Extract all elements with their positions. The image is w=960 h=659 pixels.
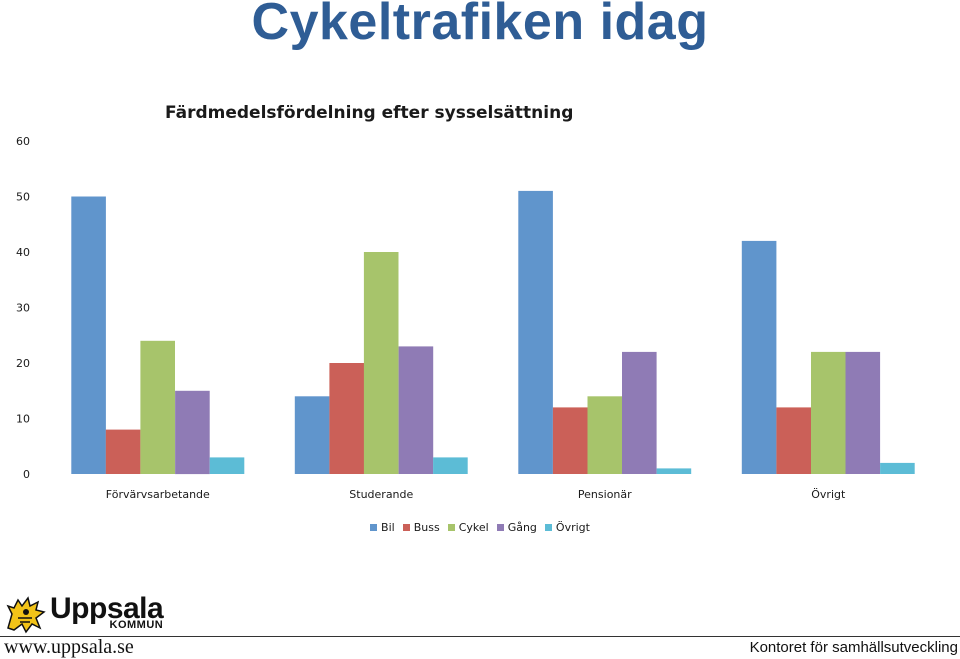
legend-label: Övrigt (555, 521, 590, 534)
y-tick-label: 10 (16, 413, 30, 426)
legend-swatch (447, 524, 455, 531)
legend-item: Övrigt (544, 521, 590, 534)
legend-swatch (544, 524, 552, 531)
y-tick-label: 0 (23, 468, 30, 481)
y-tick-label: 50 (16, 191, 30, 204)
y-tick-label: 40 (16, 246, 30, 259)
legend-label: Buss (413, 521, 440, 534)
bar-buss (329, 363, 364, 474)
bar-gång (398, 346, 434, 474)
logo-name: Uppsala (50, 592, 164, 625)
legend-label: Bil (381, 521, 395, 534)
bar-övrigt (209, 457, 245, 474)
footer-url[interactable]: www.uppsala.se (4, 636, 134, 658)
footer-rule (0, 636, 960, 637)
footer-department: Kontoret för samhällsutveckling (749, 639, 958, 656)
bar-buss (105, 429, 141, 474)
legend-item: Buss (402, 521, 440, 534)
x-tick-label: Förvärvsarbetande (106, 488, 210, 501)
bar-cykel (587, 396, 623, 474)
bar-chart: 0 10 20 30 40 50 60 Förvärvsarbetande Studerande… (16, 135, 915, 501)
bar-övrigt (433, 457, 468, 474)
legend-label: Gång (507, 521, 537, 534)
bar-övrigt (656, 468, 692, 474)
legend-item: Gång (496, 521, 537, 534)
logo-sub: KOMMUN (109, 619, 164, 631)
uppsala-logo: Uppsala KOMMUN (4, 592, 164, 634)
chart-title: Färdmedelsfördelning efter sysselsättnin… (165, 103, 574, 123)
legend-item: Cykel (447, 521, 489, 534)
bar-gång (175, 390, 210, 475)
legend-swatch (496, 524, 504, 531)
bar-bil (518, 190, 553, 474)
bar-gång (622, 351, 657, 474)
x-tick-label: Studerande (349, 488, 413, 501)
lion-crest-icon (6, 596, 46, 634)
bar-buss (552, 407, 588, 474)
legend-swatch (402, 524, 410, 531)
chart-legend: Bil Buss Cykel Gång Övrigt (0, 521, 960, 534)
legend-label: Cykel (458, 521, 489, 534)
bar-gång (845, 351, 881, 474)
y-tick-label: 20 (16, 357, 30, 370)
bar-bil (71, 196, 106, 474)
bar-övrigt (880, 462, 915, 474)
y-tick-label: 60 (16, 135, 30, 148)
bar-bil (294, 396, 330, 474)
x-tick-label: Övrigt (811, 488, 846, 501)
y-tick-label: 30 (16, 302, 30, 315)
legend-swatch (370, 524, 378, 531)
x-tick-label: Pensionär (578, 488, 632, 501)
bar-buss (776, 407, 811, 474)
bar-cykel (363, 252, 399, 474)
bar-cykel (811, 351, 846, 474)
slide-title: Cykeltrafiken idag (251, 0, 709, 51)
bar-cykel (140, 340, 175, 474)
bar-bil (741, 240, 777, 474)
legend-item: Bil (370, 521, 395, 534)
